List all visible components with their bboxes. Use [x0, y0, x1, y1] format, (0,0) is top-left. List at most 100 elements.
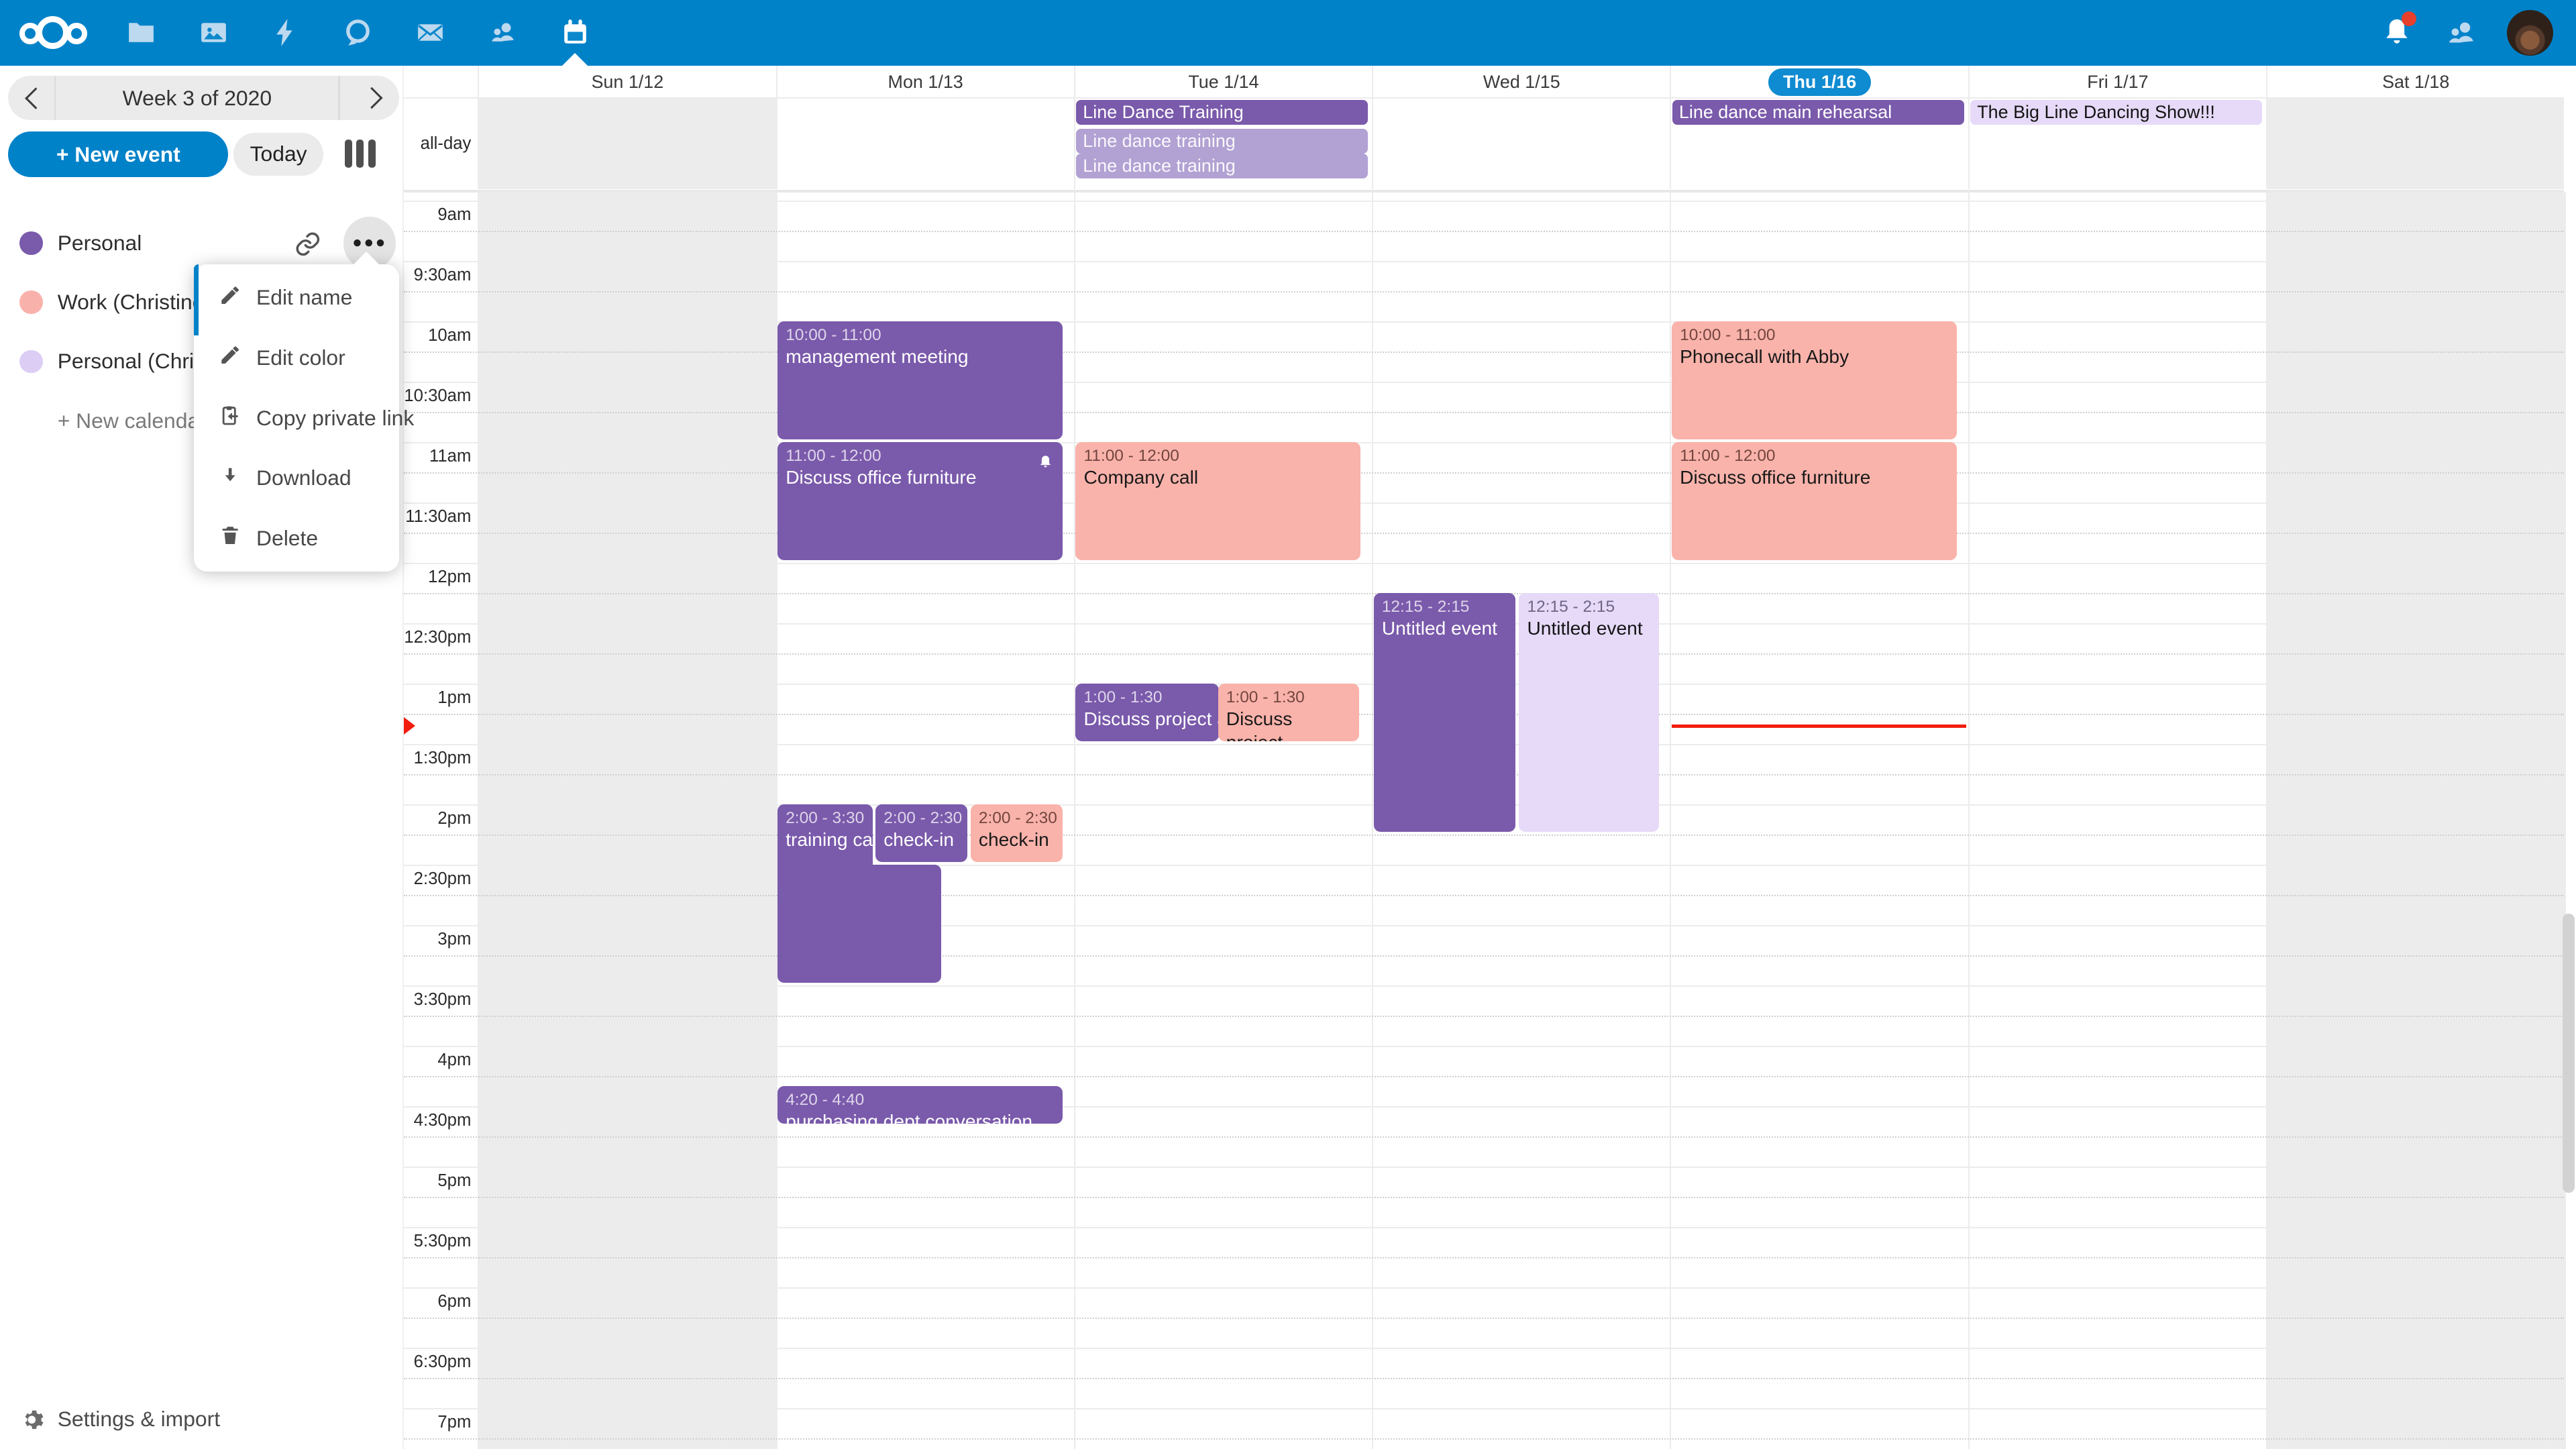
current-time-line — [1671, 724, 1967, 728]
slot-line — [403, 864, 2565, 867]
allday-label: all-day — [420, 133, 472, 153]
time-label: 10am — [428, 326, 472, 345]
event-title: Discuss office furniture — [1680, 467, 1871, 488]
allday-cell[interactable] — [1073, 98, 1372, 189]
talk-icon[interactable] — [341, 16, 374, 49]
allday-event[interactable]: Line dance training — [1076, 129, 1368, 154]
settings-import-button[interactable]: Settings & import — [19, 1401, 220, 1438]
menu-item-label: Copy private link — [256, 405, 415, 430]
menu-item-label: Download — [256, 466, 352, 490]
time-label: 1pm — [437, 688, 472, 708]
copy-link-icon[interactable] — [294, 230, 322, 258]
new-calendar-button[interactable]: + New calendar — [57, 408, 207, 433]
notifications-bell-icon[interactable] — [2379, 11, 2417, 51]
event-title: Phonecall with Abby — [1680, 346, 1849, 368]
folder-icon[interactable] — [125, 16, 158, 49]
allday-event[interactable]: Line Dance Training — [1076, 100, 1368, 125]
day-column[interactable] — [478, 192, 776, 1449]
today-header-pill[interactable]: Thu 1/16 — [1768, 68, 1872, 96]
allday-cell[interactable] — [1372, 98, 1670, 189]
day-column[interactable] — [1968, 192, 2266, 1449]
event[interactable]: 11:00 - 12:00 Company call — [1075, 441, 1361, 561]
day-header-row: Sun 1/12 Mon 1/13 Tue 1/14 Wed 1/15 Thu 1/16… — [403, 65, 2565, 99]
allday-event[interactable]: Line dance training — [1076, 153, 1368, 178]
calendar-color-dot — [19, 290, 43, 314]
event[interactable]: 2:00 - 2:30 check-in — [875, 804, 968, 863]
vertical-scrollbar[interactable] — [2563, 913, 2575, 1193]
allday-cell[interactable] — [478, 98, 776, 189]
time-label: 5:30pm — [413, 1232, 472, 1251]
event[interactable]: 12:15 - 2:15 Untitled event — [1373, 592, 1515, 833]
contacts-menu-icon[interactable] — [2443, 15, 2479, 51]
day-column[interactable] — [775, 192, 1074, 1449]
active-app-indicator — [562, 53, 588, 66]
event[interactable]: 4:20 - 4:40 purchasing dept conversation — [777, 1085, 1063, 1124]
calendar-list-item[interactable]: Personal (Christi — [0, 332, 402, 391]
user-avatar[interactable] — [2507, 9, 2553, 56]
menu-item-edit-color[interactable]: Edit color — [194, 328, 399, 388]
allday-cell[interactable] — [775, 98, 1074, 189]
quarter-line — [403, 955, 2565, 957]
allday-event[interactable]: The Big Line Dancing Show!!! — [1970, 100, 2262, 125]
menu-item-download[interactable]: Download — [194, 448, 399, 508]
time-label: 3pm — [437, 930, 472, 949]
mail-icon[interactable] — [414, 16, 447, 49]
quarter-line — [403, 290, 2565, 292]
allday-event[interactable]: Line dance main rehearsal — [1672, 100, 1964, 125]
previous-week-button[interactable] — [24, 87, 46, 109]
event[interactable]: 10:00 - 11:00 management meeting — [777, 321, 1063, 440]
pencil-icon — [219, 343, 241, 372]
current-time-arrow — [403, 716, 415, 735]
day-header: Sat 1/18 — [2266, 65, 2564, 99]
menu-item-delete[interactable]: Delete — [194, 508, 399, 569]
slot-line — [403, 924, 2565, 927]
event-title: Untitled event — [1527, 618, 1643, 639]
time-label: 1:30pm — [413, 749, 472, 768]
day-header: Tue 1/14 — [1073, 65, 1372, 99]
event[interactable]: 1:00 - 1:30 Discuss project announcement — [1218, 683, 1360, 742]
focus-indicator — [193, 264, 199, 335]
allday-cell[interactable] — [1670, 98, 1968, 189]
quarter-line — [403, 532, 2565, 534]
allday-cell[interactable] — [2266, 98, 2565, 189]
slot-line — [403, 260, 2565, 263]
event[interactable]: 12:15 - 2:15 Untitled event — [1519, 592, 1659, 833]
allday-cell[interactable] — [1968, 98, 2266, 189]
menu-item-edit-name[interactable]: Edit name — [194, 268, 399, 328]
slot-line — [403, 381, 2565, 384]
contacts-icon[interactable] — [486, 16, 519, 49]
event-time: 1:00 - 1:30 — [1083, 688, 1163, 706]
grid-right-border — [2564, 192, 2566, 1449]
slot-line — [403, 321, 2565, 323]
slot-line — [403, 1045, 2565, 1048]
event[interactable]: 10:00 - 11:00 Phonecall with Abby — [1671, 321, 1957, 440]
time-label: 7pm — [437, 1413, 472, 1432]
event-time: 2:00 - 2:30 — [883, 808, 963, 827]
nextcloud-logo[interactable] — [19, 13, 101, 53]
slot-line — [403, 1347, 2565, 1350]
photos-icon[interactable] — [197, 16, 230, 49]
today-button[interactable]: Today — [233, 133, 324, 176]
day-column[interactable] — [2266, 192, 2565, 1449]
event[interactable]: 11:00 - 12:00 Discuss office furniture — [1671, 441, 1957, 561]
day-column[interactable] — [1372, 192, 1670, 1449]
time-label: 10:30am — [404, 386, 472, 406]
lightning-icon[interactable] — [270, 16, 303, 49]
event[interactable] — [777, 864, 942, 983]
view-toggle-icon[interactable] — [345, 140, 376, 168]
event[interactable]: 11:00 - 12:00 Discuss office furniture — [777, 441, 1063, 561]
quarter-line — [403, 1015, 2565, 1017]
calendar-icon[interactable] — [559, 16, 592, 66]
slot-line — [403, 562, 2565, 565]
event[interactable]: 1:00 - 1:30 Discuss project ann — [1075, 683, 1219, 742]
next-week-button[interactable] — [361, 87, 383, 109]
event-title: purchasing dept conversation — [786, 1111, 1033, 1124]
day-column[interactable] — [1073, 192, 1372, 1449]
event-time: 10:00 - 11:00 — [1680, 325, 1776, 344]
menu-item-copy-private-link[interactable]: Copy private link — [194, 388, 414, 448]
event-title: Discuss project announcement — [1226, 708, 1293, 741]
new-event-button[interactable]: + New event — [8, 131, 229, 178]
event[interactable]: 2:00 - 2:30 check-in — [970, 804, 1063, 863]
day-column[interactable] — [1670, 192, 1968, 1449]
event[interactable]: 2:00 - 3:30 training call — [777, 804, 873, 865]
